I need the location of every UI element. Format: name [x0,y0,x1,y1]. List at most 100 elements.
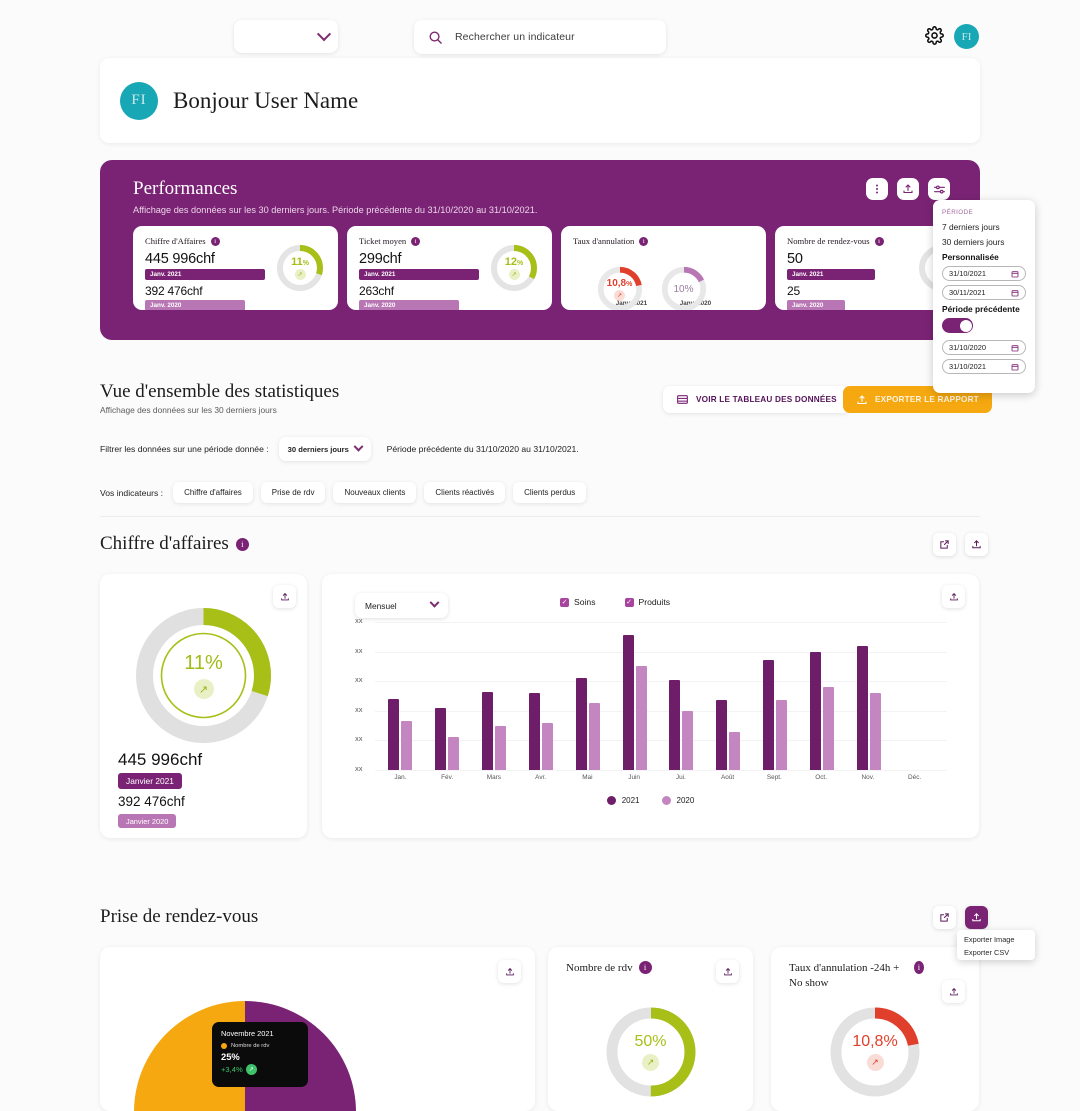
bar[interactable] [482,691,494,770]
prise-rdv-pie-card [100,947,535,1111]
chiffre-affaires-donut-card: 11% ↗ 445 996chf Janvier 2021 392 476chf… [100,574,307,838]
bar[interactable] [388,698,400,770]
y-tick: XX [355,648,363,655]
bar[interactable] [776,700,788,770]
info-icon[interactable]: i [639,236,649,246]
bar-group[interactable] [798,622,845,770]
search-box[interactable]: Rechercher un indicateur [414,20,666,54]
search-icon [429,31,442,44]
series-toggle-produits[interactable]: Produits [624,597,670,607]
bar-group[interactable] [517,622,564,770]
legend-item-2020[interactable]: 2020 [661,796,695,805]
period-popover: PÉRIODE 7 derniers jours 30 derniers jou… [933,200,1035,393]
kpi-value-previous: 263chf [359,284,394,298]
expand-icon[interactable] [933,906,956,929]
bar-group[interactable] [752,622,799,770]
bar-group[interactable] [611,622,658,770]
export-icon[interactable] [965,533,988,556]
x-tick: Fév. [441,774,454,781]
export-menu-item-image[interactable]: Exporter Image [964,935,1015,944]
period-option-7days[interactable]: 7 derniers jours [942,222,1000,232]
bar[interactable] [435,707,447,770]
info-icon[interactable]: i [411,236,421,246]
series-toggle-soins[interactable]: Soins [560,597,596,607]
export-icon[interactable] [716,960,739,983]
donut-amount-current: 445 996chf [118,750,203,769]
previous-period-toggle[interactable] [942,318,973,333]
bar-group[interactable] [471,622,518,770]
export-icon[interactable] [498,960,521,983]
filter-row: Filtrer les données sur une période donn… [100,437,579,461]
period-custom-from[interactable]: 31/10/2021 [942,266,1026,281]
tooltip-swatch [221,1043,227,1049]
bar[interactable] [763,660,775,770]
bar-group[interactable] [892,622,939,770]
indicator-pill-prise-de-rdv[interactable]: Prise de rdv [260,482,326,503]
period-previous-to[interactable]: 31/10/2021 [942,359,1026,374]
indicator-pill-chiffre-affaires[interactable]: Chiffre d'affaires [173,482,253,503]
info-icon[interactable]: i [638,961,652,974]
indicator-pill-clients-reactives[interactable]: Clients réactivés [424,482,506,503]
indicator-pill-nouveaux-clients[interactable]: Nouveaux clients [333,482,417,503]
export-icon[interactable] [897,178,919,200]
bar[interactable] [588,703,600,770]
bar[interactable] [622,635,634,770]
bar-group[interactable] [705,622,752,770]
view-data-table-button[interactable]: VOIR LE TABLEAU DES DONNÉES [663,386,850,413]
tooltip-title: Novembre 2021 [221,1029,274,1038]
date-value: 31/10/2021 [949,269,986,278]
period-option-30days[interactable]: 30 derniers jours [942,237,1005,247]
bar[interactable] [448,737,460,770]
calendar-icon [1011,344,1019,351]
expand-icon[interactable] [933,533,956,556]
indicator-pill-clients-perdus[interactable]: Clients perdus [513,482,587,503]
calendar-icon [1011,270,1019,277]
avatar[interactable]: FI [954,24,979,49]
bar[interactable] [528,693,540,770]
bar[interactable] [682,710,694,770]
legend-item-2021[interactable]: 2021 [606,796,640,805]
bar-group[interactable] [564,622,611,770]
info-icon[interactable]: i [913,961,924,974]
export-icon[interactable] [965,906,988,929]
performances-title: Performances [133,178,238,199]
bar[interactable] [401,721,413,770]
bar[interactable] [729,731,741,770]
granularity-select[interactable]: Mensuel [355,593,448,618]
bar[interactable] [669,679,681,770]
bar[interactable] [635,666,647,770]
settings-sliders-icon[interactable] [928,178,950,200]
bar[interactable] [575,678,587,770]
info-icon[interactable]: i [874,236,884,246]
bar-group[interactable] [377,622,424,770]
performances-actions [866,178,950,200]
greeting-text: Bonjour User Name [173,87,359,113]
top-dropdown[interactable] [234,20,338,53]
period-custom-to[interactable]: 30/11/2021 [942,285,1026,300]
export-icon[interactable] [273,585,296,608]
info-icon[interactable]: i [210,236,220,246]
bar[interactable] [856,645,868,770]
bar-group[interactable] [424,622,471,770]
bar[interactable] [495,725,507,770]
legend-label: 2021 [621,796,640,805]
legend-label: 2020 [676,796,695,805]
chevron-down-icon [316,26,332,41]
period-filter-select[interactable]: 30 derniers jours [278,437,371,461]
x-tick: Août [721,774,735,781]
export-menu-item-csv[interactable]: Exporter CSV [964,947,1010,957]
bar[interactable] [869,693,881,770]
export-icon[interactable] [942,980,965,1003]
taux-annulation-card: Taux d'annulation -24h + No show i 10,8%… [771,947,979,1111]
bar-group[interactable] [845,622,892,770]
bar[interactable] [716,700,728,770]
period-previous-from[interactable]: 31/10/2020 [942,340,1026,355]
info-icon[interactable]: i [235,537,249,551]
bar[interactable] [809,651,821,770]
bar[interactable] [822,687,834,770]
bar-group[interactable] [658,622,705,770]
more-vertical-icon[interactable] [866,178,888,200]
bar[interactable] [541,722,553,770]
export-icon[interactable] [942,585,965,608]
gear-icon[interactable] [925,26,944,50]
